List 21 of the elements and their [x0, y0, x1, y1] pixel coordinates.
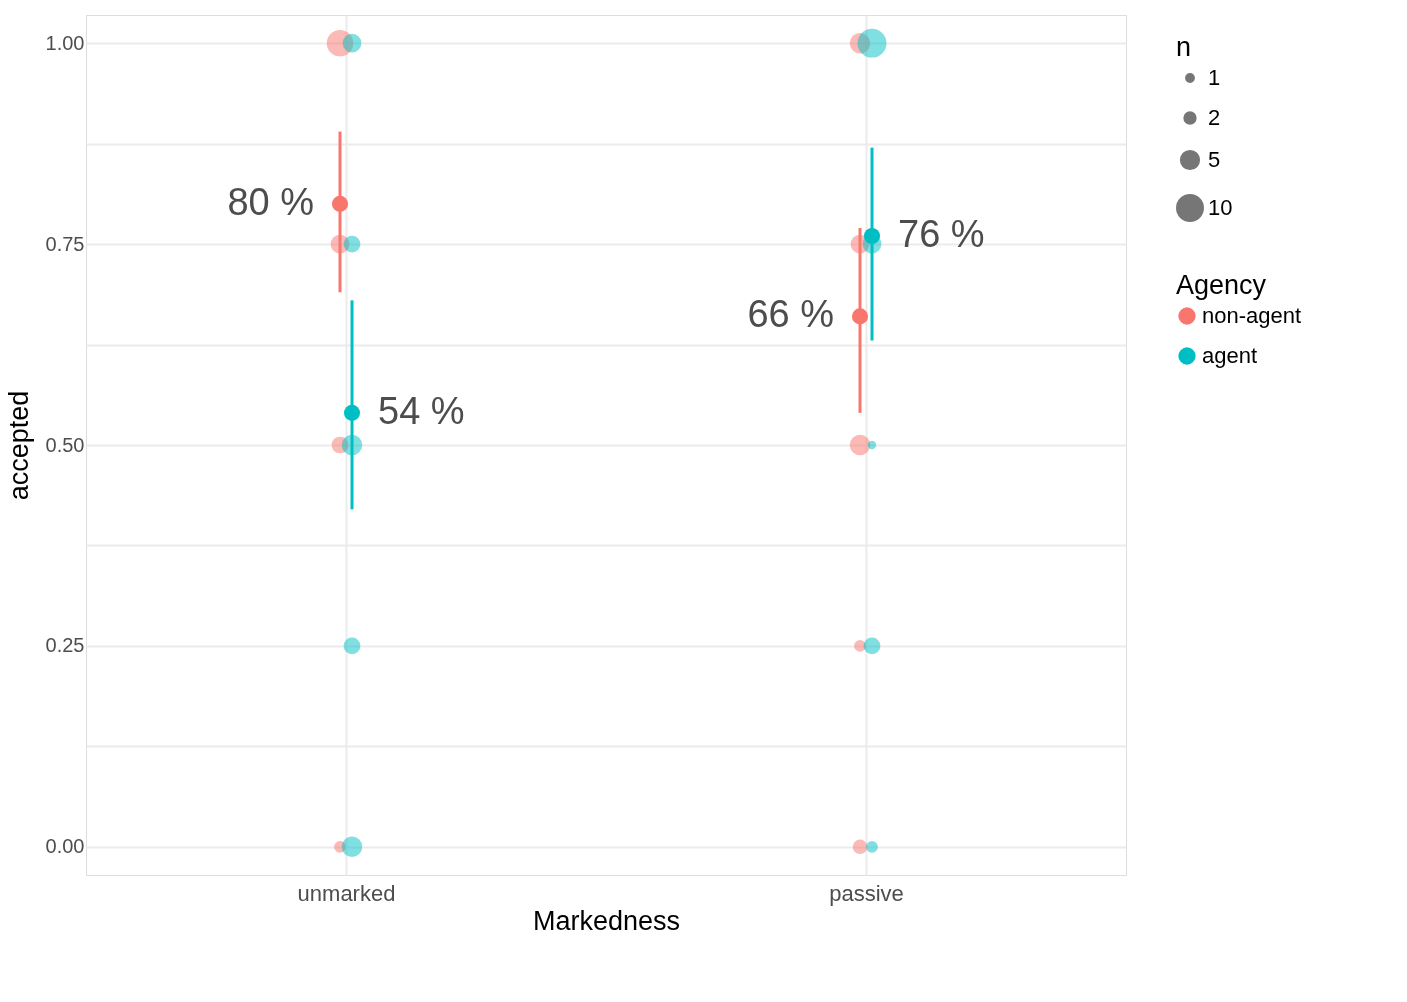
legend-label: 1	[1208, 65, 1221, 90]
data-label: 66 %	[747, 293, 834, 336]
y-tick-label: 0.00	[45, 835, 85, 858]
y-axis-title: accepted	[3, 390, 34, 501]
y-tick-label: 0.50	[45, 433, 85, 456]
x-tick-label: passive	[829, 880, 904, 906]
data-label: 80 %	[227, 180, 314, 223]
legend-label: agent	[1202, 343, 1258, 368]
legend-label: 10	[1208, 195, 1233, 220]
legend-label: non-agent	[1202, 303, 1302, 328]
y-tick-label: 0.75	[45, 232, 85, 255]
text: n	[1176, 32, 1192, 62]
y-tick-label: 1.00	[45, 31, 85, 54]
legend-label: 5	[1208, 147, 1221, 172]
x-tick-label: unmarked	[297, 880, 396, 906]
text: Agency	[1176, 270, 1267, 300]
x-axis-title: Markedness	[532, 905, 681, 936]
data-label: 54 %	[378, 389, 465, 432]
y-tick-label: 0.25	[45, 634, 85, 657]
legend-label: 2	[1208, 105, 1221, 130]
data-label: 76 %	[898, 213, 985, 256]
